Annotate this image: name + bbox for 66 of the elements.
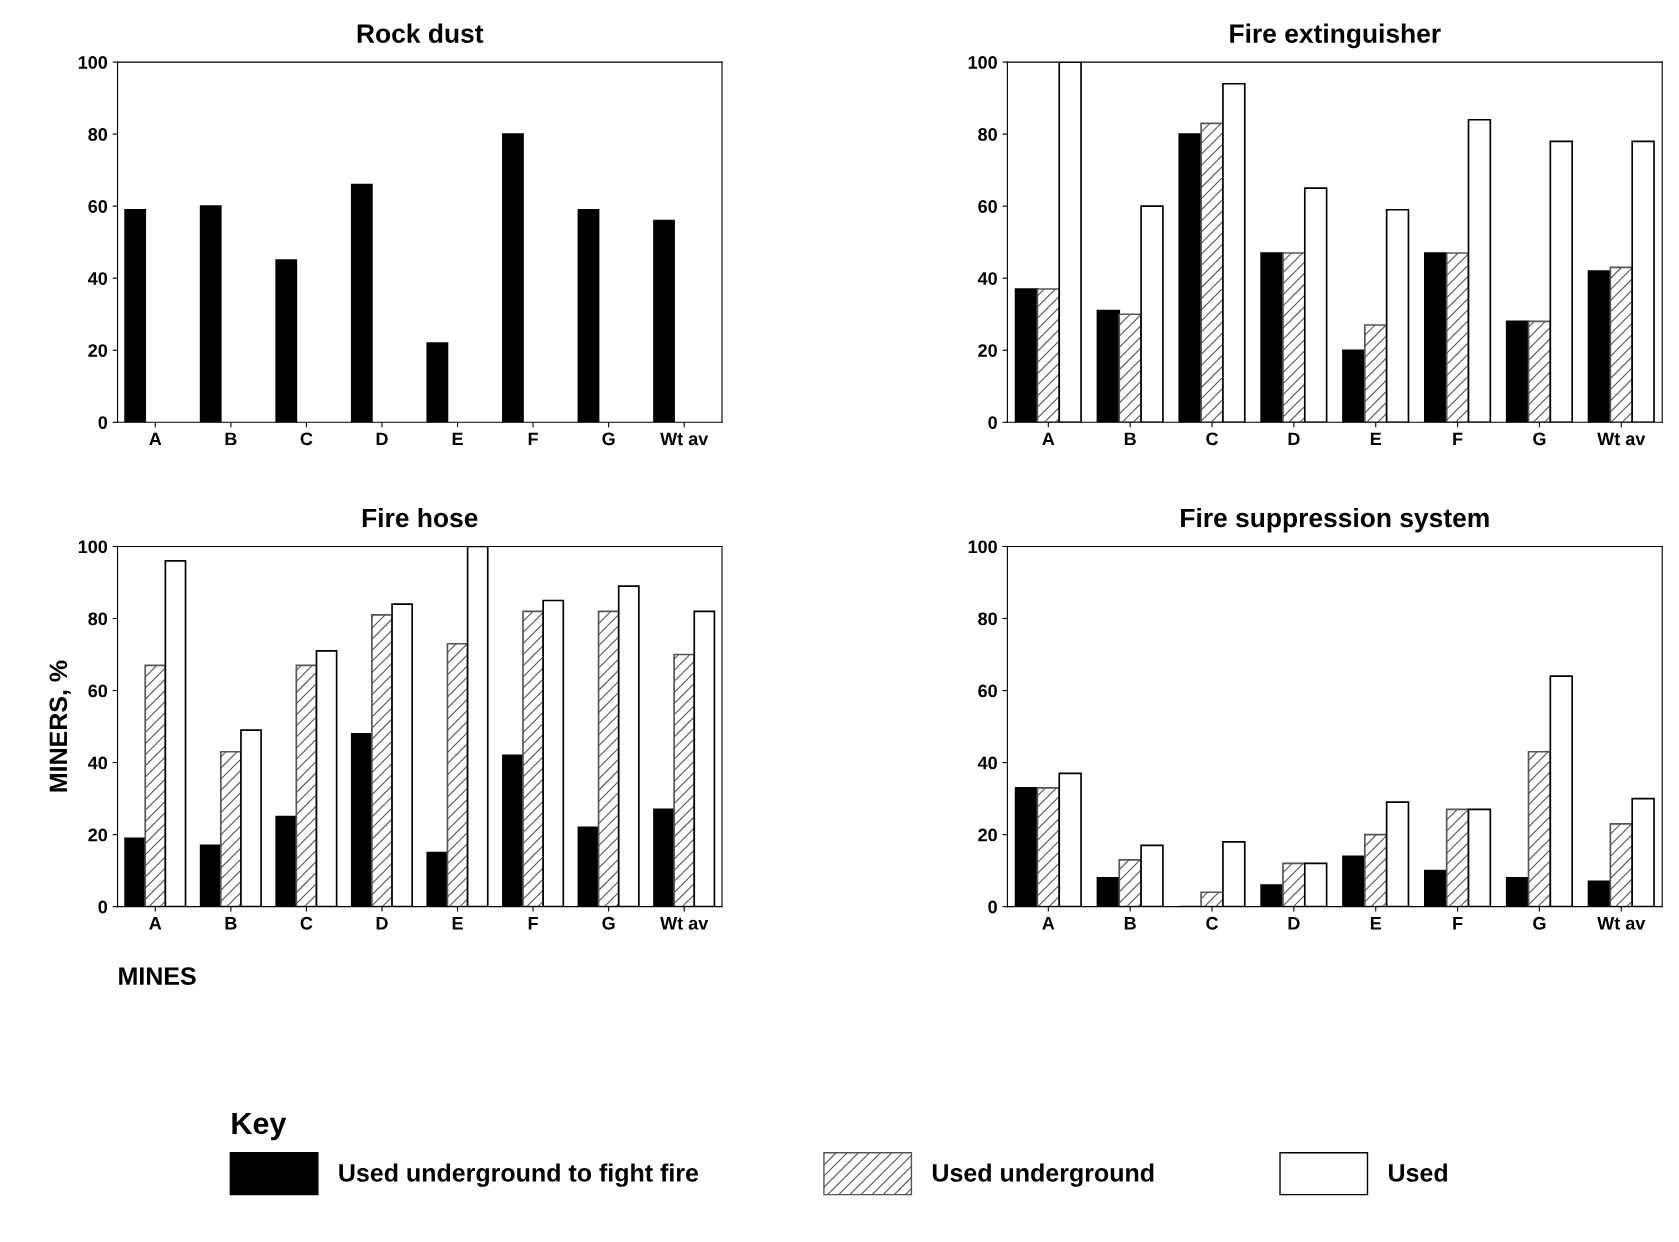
x-tick-label: Wt av: [660, 432, 709, 446]
x-tick-label: Wt av: [660, 917, 709, 930]
y-tick-label: 60: [88, 684, 108, 698]
x-tick-label: G: [602, 432, 615, 446]
legend-label: Used: [1389, 1163, 1447, 1182]
y-tick-label: 20: [978, 828, 997, 842]
x-tick-label: B: [1124, 432, 1136, 446]
y-tick-label: 20: [88, 828, 108, 842]
chart-title: Fire hose: [362, 507, 478, 528]
y-tick-label: 80: [978, 612, 997, 626]
x-tick-label: C: [1206, 432, 1219, 446]
x-tick-label: A: [1042, 917, 1055, 930]
x-tick-label: G: [1533, 432, 1546, 446]
x-tick-label: Wt av: [1597, 917, 1646, 930]
x-tick-label: G: [602, 916, 615, 930]
x-tick-label: A: [1042, 432, 1055, 446]
y-tick-label: 80: [978, 128, 997, 141]
x-tick-label: D: [1288, 432, 1300, 446]
x-tick-label: E: [452, 917, 463, 930]
x-tick-label: F: [528, 432, 538, 446]
x-tick-label: E: [1370, 917, 1382, 930]
chart-title: Rock dust: [357, 23, 484, 43]
y-tick-label: 100: [968, 540, 997, 554]
legend-label: Used underground: [932, 1163, 1154, 1187]
x-tick-label: E: [1370, 432, 1382, 446]
y-tick-label: 100: [78, 56, 108, 69]
y-tick-label: 40: [977, 756, 997, 770]
y-tick-label: 80: [88, 128, 108, 141]
x-tick-label: A: [149, 432, 162, 446]
x-tick-label: F: [1453, 432, 1463, 446]
x-tick-label: B: [225, 917, 237, 930]
x-axis-title: MINES: [119, 967, 196, 985]
y-tick-label: 100: [968, 56, 997, 69]
x-tick-label: A: [149, 917, 162, 930]
x-tick-label: E: [452, 432, 463, 446]
x-tick-label: C: [300, 916, 313, 930]
x-tick-label: Wt av: [1597, 432, 1646, 446]
legend-label: Used underground to fight fire: [339, 1163, 699, 1187]
y-tick-label: 60: [88, 200, 108, 213]
legend-title: Key: [232, 1112, 287, 1141]
x-tick-label: D: [376, 917, 388, 930]
y-tick-label: 40: [977, 272, 997, 285]
y-tick-label: 0: [988, 416, 997, 429]
y-axis-title: MINERS, %: [49, 660, 71, 792]
y-tick-label: 20: [88, 344, 108, 357]
x-tick-label: B: [225, 432, 237, 446]
x-tick-label: C: [1206, 916, 1219, 930]
y-tick-label: 80: [88, 612, 108, 626]
x-tick-label: F: [1453, 917, 1463, 930]
x-tick-label: C: [300, 432, 313, 446]
y-tick-label: 40: [88, 272, 108, 285]
y-tick-label: 40: [88, 756, 108, 770]
y-tick-label: 20: [978, 344, 997, 357]
x-tick-label: D: [376, 432, 388, 446]
chart-title: Fire extinguisher: [1230, 23, 1441, 49]
y-tick-label: 0: [98, 416, 108, 429]
y-tick-label: 0: [988, 900, 997, 914]
y-tick-label: 100: [78, 540, 108, 554]
x-tick-label: D: [1288, 917, 1300, 930]
y-tick-label: 0: [98, 900, 108, 914]
y-tick-label: 60: [978, 684, 997, 698]
chart-title: Fire suppression system: [1181, 507, 1489, 533]
x-tick-label: F: [528, 917, 538, 930]
y-tick-label: 60: [978, 200, 997, 213]
x-tick-label: B: [1124, 917, 1136, 930]
x-tick-label: G: [1533, 916, 1546, 930]
